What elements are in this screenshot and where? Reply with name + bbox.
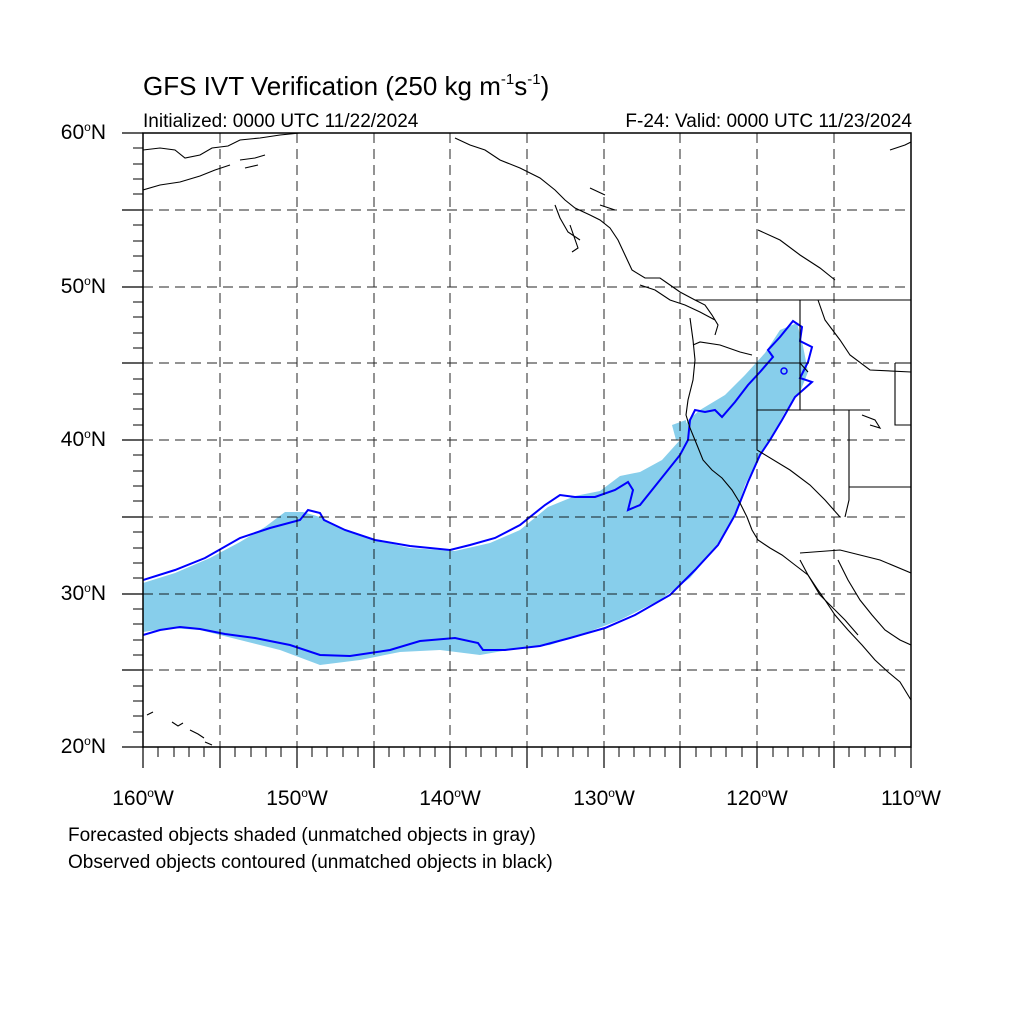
lat-label-50n: 50oN: [60, 274, 106, 298]
observed-object-contour: [143, 319, 814, 658]
graticule: [143, 133, 911, 747]
lon-label-120w: 120oW: [726, 786, 788, 810]
lon-label-130w: 130oW: [573, 786, 635, 810]
minor-ticks: [133, 147, 896, 757]
lat-label-60n: 60oN: [60, 120, 106, 144]
lon-label-110w: 110oW: [881, 786, 941, 810]
observed-object-small: [780, 367, 788, 375]
observed-note: Observed objects contoured (unmatched ob…: [68, 852, 553, 873]
lat-label-20n: 20oN: [60, 734, 106, 758]
lat-label-40n: 40oN: [60, 427, 106, 451]
chart-title: GFS IVT Verification (250 kg m-1s-1): [143, 71, 550, 101]
forecast-object-shade: [143, 323, 808, 665]
lon-label-150w: 150oW: [266, 786, 328, 810]
axis-ticks: [122, 132, 912, 768]
lon-label-160w: 160oW: [112, 786, 174, 810]
lat-label-30n: 30oN: [60, 581, 106, 605]
coastlines: [143, 133, 911, 746]
lon-label-140w: 140oW: [419, 786, 481, 810]
valid-time-label: F-24: Valid: 0000 UTC 11/23/2024: [625, 111, 912, 132]
forecast-note: Forecasted objects shaded (unmatched obj…: [68, 825, 536, 846]
init-time-label: Initialized: 0000 UTC 11/22/2024: [143, 111, 419, 132]
